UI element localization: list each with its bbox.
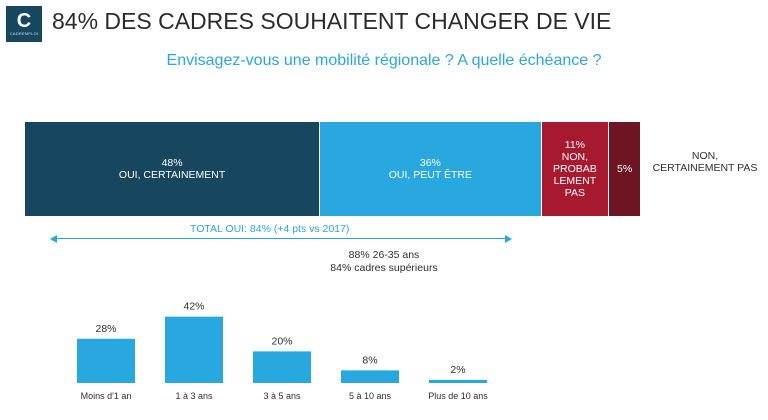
segment-label: OUI, CERTAINEMENT bbox=[118, 169, 226, 181]
segment-oui-certainement: 48% OUI, CERTAINEMENT bbox=[25, 122, 321, 216]
bar-4 bbox=[429, 379, 487, 383]
stacked-bar: 48% OUI, CERTAINEMENT 36% OUI, PEUT ÊTRE… bbox=[25, 122, 640, 216]
segment-non-probablement-pas: 11% NON, PROBAB LEMENT PAS bbox=[541, 122, 610, 216]
arrow-line bbox=[54, 238, 508, 239]
page-subtitle: Envisagez-vous une mobilité régionale ? … bbox=[166, 52, 602, 69]
non-certainement-pas-label: NON, CERTAINEMENT PAS bbox=[652, 150, 758, 174]
logo-wordmark: CADREMPLOI bbox=[9, 31, 39, 36]
segment-oui-peut-etre: 36% OUI, PEUT ÊTRE bbox=[320, 122, 542, 216]
bar-1 bbox=[165, 316, 223, 383]
bar-value-label: 2% bbox=[450, 364, 465, 376]
note-26-35: 88% 26-35 ans bbox=[348, 249, 420, 261]
bar-value-label: 20% bbox=[271, 335, 292, 347]
segment-pct: 48% bbox=[161, 157, 183, 169]
cadremploi-logo: C CADREMPLOI bbox=[6, 6, 42, 42]
bar-3 bbox=[341, 370, 399, 383]
category-label: Plus de 10 ans bbox=[428, 391, 488, 401]
segment-pct: 5% bbox=[617, 163, 633, 175]
segment-pct: 11% bbox=[564, 139, 586, 151]
bar-value-label: 8% bbox=[362, 354, 377, 366]
category-label: 3 à 5 ans bbox=[263, 391, 301, 401]
category-label: 1 à 3 ans bbox=[175, 391, 213, 401]
bar-0 bbox=[77, 338, 135, 383]
page-title: 84% DES CADRES SOUHAITENT CHANGER DE VIE bbox=[52, 8, 612, 34]
note-cadres-superieurs: 84% cadres supérieurs bbox=[330, 262, 438, 274]
segment-pct: 36% bbox=[419, 157, 441, 169]
category-label: 5 à 10 ans bbox=[349, 391, 392, 401]
category-label: Moins d'1 an bbox=[81, 391, 132, 401]
bar-2 bbox=[253, 351, 311, 383]
bar-value-label: 28% bbox=[95, 323, 116, 335]
arrow-right-icon bbox=[505, 235, 512, 243]
total-arrow bbox=[50, 230, 512, 248]
logo-letter: C bbox=[16, 10, 32, 32]
segment-label: OUI, PEUT ÊTRE bbox=[388, 169, 472, 181]
segment-label: NON, PROBAB LEMENT PAS bbox=[553, 151, 597, 199]
total-oui-label: TOTAL OUI: 84% (+4 pts vs 2017) bbox=[184, 223, 356, 235]
segment-non-certainement-pas: 5% bbox=[609, 122, 640, 216]
bar-value-label: 42% bbox=[183, 301, 204, 313]
arrow-left-icon bbox=[50, 235, 57, 243]
